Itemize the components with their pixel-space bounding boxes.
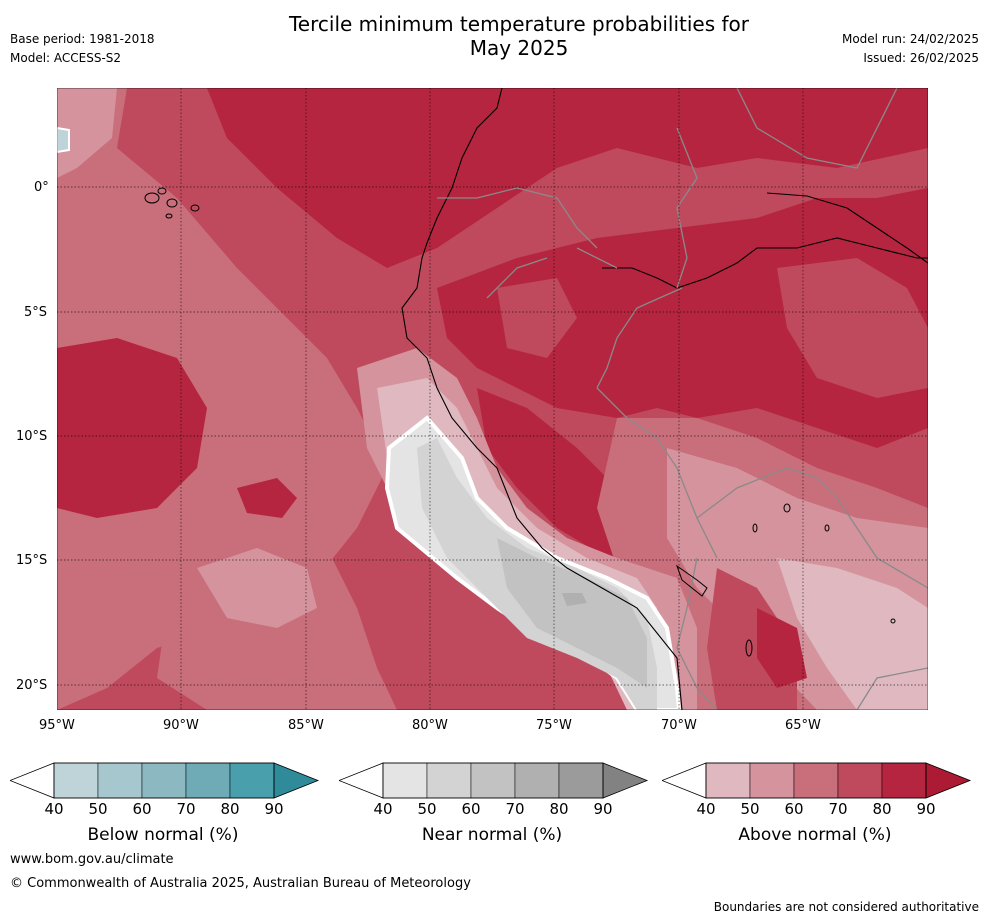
colorbar-segment: [793, 762, 839, 799]
colorbar-below-tick-80: 80: [220, 800, 240, 818]
colorbar-above-tick-80: 80: [872, 800, 892, 818]
map-gridlines: [57, 88, 928, 710]
region-above-80-altiplano: [757, 608, 807, 688]
colorbar-high-extend: [925, 762, 972, 799]
lat-label-15s: 15°S: [16, 553, 48, 568]
colorbar-below-tick-40: 40: [44, 800, 64, 818]
lat-label-0: 0°: [34, 180, 49, 195]
colorbar-below-bar: [10, 762, 320, 799]
galapagos-islands: [144, 187, 200, 219]
colorbar-below-tick-90: 90: [264, 800, 284, 818]
copyright-text: © Commonwealth of Australia 2025, Austra…: [10, 876, 471, 891]
colorbar-above-tick-70: 70: [828, 800, 848, 818]
region-above-50-southwest: [197, 548, 317, 628]
model-text: Model: ACCESS-S2: [10, 51, 122, 65]
colorbar-above-tick-90: 90: [916, 800, 936, 818]
lon-label-80w: 80°W: [412, 718, 448, 733]
colorbar-high-extend: [602, 762, 649, 799]
region-above-80-west-ocean: [57, 338, 207, 518]
colorbar-frame: [382, 762, 604, 799]
lon-label-95w: 95°W: [39, 718, 75, 733]
probability-map: [57, 88, 928, 710]
lat-label-20s: 20°S: [16, 678, 48, 693]
colorbar-segment: [185, 762, 231, 799]
colorbar-segment: [558, 762, 604, 799]
colorbar-near-tick-70: 70: [505, 800, 525, 818]
colorbar-near-label: Near normal (%): [421, 825, 563, 845]
colorbar-segment: [749, 762, 795, 799]
colorbar-segment: [141, 762, 187, 799]
colorbar-segment: [229, 762, 275, 799]
colorbar-segment: [97, 762, 143, 799]
colorbar-below-tick-60: 60: [132, 800, 152, 818]
base-period-text: Base period: 1981-2018: [10, 32, 155, 46]
colorbar-low-extend: [339, 762, 384, 799]
colorbar-below-tick-50: 50: [88, 800, 108, 818]
colorbar-segment: [881, 762, 927, 799]
region-above-80-amazon: [437, 188, 928, 448]
region-above-40-southeast: [777, 558, 928, 710]
title-line-1: Tercile minimum temperature probabilitie…: [288, 12, 750, 36]
colorbar-frame: [53, 762, 275, 799]
colorbar-above-normal: 40 50 60 70 80 90 Above normal (%): [662, 762, 972, 845]
colorbar-near-tick-40: 40: [373, 800, 393, 818]
lat-label-10s: 10°S: [16, 429, 48, 444]
small-lakes: [745, 503, 896, 657]
lon-label-90w: 90°W: [163, 718, 199, 733]
colorbar-low-extend: [662, 762, 707, 799]
region-near-70-spot: [562, 593, 587, 606]
region-above-80-north: [207, 88, 928, 268]
region-above-70-east: [777, 258, 928, 398]
colorbar-low-extend: [10, 762, 55, 799]
colorbar-near-tick-60: 60: [461, 800, 481, 818]
disclaimer-text: Boundaries are not considered authoritat…: [713, 900, 979, 914]
colorbar-high-extend: [273, 762, 320, 799]
website-link[interactable]: www.bom.gov.au/climate: [10, 852, 174, 867]
colorbar-below-tick-70: 70: [176, 800, 196, 818]
colorbar-above-tick-60: 60: [784, 800, 804, 818]
lon-label-65w: 65°W: [785, 718, 821, 733]
model-run-text: Model run: 24/02/2025: [841, 32, 979, 46]
issued-text: Issued: 26/02/2025: [863, 51, 979, 65]
region-above-70-amazon-patch: [497, 278, 577, 358]
coastline-amazon-river: [602, 237, 928, 289]
colorbar-below-label: Below normal (%): [87, 825, 239, 845]
colorbar-near-tick-50: 50: [417, 800, 437, 818]
colorbar-above-label: Above normal (%): [738, 825, 892, 845]
lake-titicaca: [676, 564, 708, 597]
colorbar-above-tick-50: 50: [740, 800, 760, 818]
colorbar-above-tick-40: 40: [696, 800, 716, 818]
lon-label-70w: 70°W: [661, 718, 697, 733]
colorbar-segment: [53, 762, 99, 799]
colorbar-segment: [837, 762, 883, 799]
lon-label-85w: 85°W: [288, 718, 324, 733]
colorbar-segment: [470, 762, 516, 799]
colorbar-segment: [705, 762, 751, 799]
title-line-2: May 2025: [469, 36, 569, 60]
colorbar-above-bar: [662, 762, 972, 799]
colorbar-segment: [426, 762, 472, 799]
coastline-northeast-river: [766, 192, 928, 264]
region-near-60-coast: [497, 538, 647, 688]
colorbar-near-tick-80: 80: [549, 800, 569, 818]
region-above-50-northwest: [57, 88, 117, 178]
lat-label-5s: 5°S: [24, 305, 48, 320]
lon-label-75w: 75°W: [536, 718, 572, 733]
colorbar-segment: [514, 762, 560, 799]
colorbar-near-tick-90: 90: [593, 800, 613, 818]
region-below-40-northwest-spot: [57, 126, 70, 154]
colorbar-near-bar: [339, 762, 649, 799]
colorbar-below-normal: 40 50 60 70 80 90 Below normal (%): [10, 762, 320, 845]
coastline-south-america: [401, 88, 683, 710]
region-above-80-west-spot: [237, 478, 297, 518]
colorbar-segment: [382, 762, 428, 799]
map-title: Tercile minimum temperature probabilitie…: [194, 12, 844, 60]
colorbar-near-normal: 40 50 60 70 80 90 Near normal (%): [339, 762, 649, 845]
country-borders: [437, 88, 928, 710]
colorbar-frame: [705, 762, 927, 799]
